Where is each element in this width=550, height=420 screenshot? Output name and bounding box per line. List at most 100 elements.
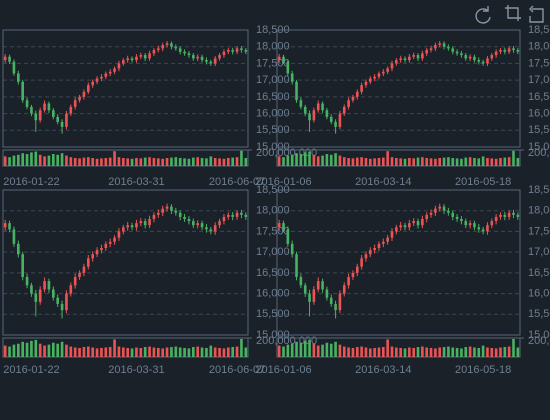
candle-body <box>429 212 433 215</box>
volume-bar <box>196 157 199 166</box>
candle-body <box>117 63 121 69</box>
candle-body <box>468 223 472 226</box>
volume-bar <box>178 347 182 357</box>
candle-body <box>355 266 359 273</box>
volume-bar <box>429 347 433 357</box>
volume-bar <box>503 347 507 357</box>
volume-bar <box>43 156 46 166</box>
volume-frame <box>2 337 249 358</box>
candle-body <box>334 303 337 311</box>
volume-bar <box>421 346 424 357</box>
candle-body <box>126 58 129 61</box>
candle-body <box>282 223 285 230</box>
candle-body <box>135 56 138 61</box>
candle-body <box>3 223 7 228</box>
volume-bar <box>438 347 442 357</box>
x-tick-label: 2016-05-18 <box>455 176 511 188</box>
y-tick-label: 17,500 <box>528 225 550 237</box>
volume-bar <box>213 158 217 166</box>
volume-bar <box>143 157 147 166</box>
volume-bar <box>47 155 51 166</box>
candle-body <box>143 55 147 59</box>
volume-bar <box>60 153 64 166</box>
candle-body <box>412 221 415 224</box>
y-tick-label: 18,500 <box>528 24 550 36</box>
candle-body <box>235 48 239 52</box>
candle-body <box>473 56 476 61</box>
volume-bar <box>205 347 208 357</box>
volume-bar <box>65 344 68 357</box>
candle-body <box>17 73 20 82</box>
volume-bar <box>218 158 221 166</box>
candle-body <box>282 56 285 62</box>
volume-bar <box>490 158 494 166</box>
candle-body <box>52 289 55 298</box>
volume-bar <box>299 154 303 166</box>
volume-bar <box>290 343 294 357</box>
candle-body <box>8 56 11 62</box>
volume-bar <box>412 158 415 166</box>
candle-body <box>52 110 55 117</box>
candle-body <box>468 56 472 59</box>
volume-bar <box>187 158 191 166</box>
y-tick-label: 16,000 <box>528 287 550 299</box>
volume-bar <box>368 348 372 357</box>
candle-body <box>490 221 494 226</box>
candle-body <box>174 46 178 49</box>
volume-bar <box>516 158 520 166</box>
volume-bar <box>209 156 213 166</box>
volume-bar <box>351 158 355 166</box>
candle-body <box>12 229 16 244</box>
panel: 15,000 15,500 16,000 16,500 17,000 17,500 18,0… <box>255 184 550 376</box>
volume-bar <box>200 158 204 166</box>
candle-body <box>490 55 494 59</box>
x-tick-label: 2016-06-07 <box>209 176 265 188</box>
volume-bar <box>403 348 407 357</box>
candle-body <box>360 85 363 92</box>
volume-bar <box>157 158 160 166</box>
candle-body <box>170 206 173 211</box>
toolbox <box>475 5 544 24</box>
restore-icon[interactable] <box>475 6 491 24</box>
candle-body <box>69 285 73 294</box>
candle-body <box>157 212 160 215</box>
candle-body <box>316 281 320 290</box>
volume-bar <box>17 343 20 357</box>
volume-bar <box>312 343 316 357</box>
volume-bar <box>342 346 346 357</box>
candle-body <box>78 96 81 101</box>
candle-body <box>87 258 90 267</box>
y-tick-label: 18,500 <box>256 184 290 196</box>
volume-bar <box>277 345 281 357</box>
candle-body <box>308 113 311 121</box>
volume-bar <box>290 154 294 166</box>
candle-body <box>464 55 468 59</box>
volume-bar <box>108 157 112 166</box>
candle-body <box>82 91 86 97</box>
volume-bar <box>416 347 420 357</box>
candle-body <box>494 51 498 56</box>
candle-body <box>481 61 485 64</box>
candle-body <box>451 212 455 217</box>
volume-bar <box>192 347 195 357</box>
candle-body <box>21 254 24 277</box>
volume-bar <box>451 347 455 357</box>
candle-body <box>209 229 213 232</box>
candle-body <box>351 96 355 101</box>
price-frame <box>2 189 249 336</box>
candle-body <box>460 219 463 222</box>
volume-bar <box>8 157 11 166</box>
volume-bar <box>34 151 38 166</box>
volume-bar <box>122 158 125 166</box>
volume-bar <box>209 345 213 357</box>
volume-bar <box>386 151 389 166</box>
price-frame <box>276 29 521 148</box>
candle-body <box>516 214 520 217</box>
candle-body <box>135 223 138 228</box>
volume-bar <box>56 343 59 357</box>
volume-bar <box>395 158 398 166</box>
back-icon[interactable] <box>529 5 544 23</box>
zoom-icon[interactable] <box>505 5 521 21</box>
candle-body <box>130 58 134 61</box>
